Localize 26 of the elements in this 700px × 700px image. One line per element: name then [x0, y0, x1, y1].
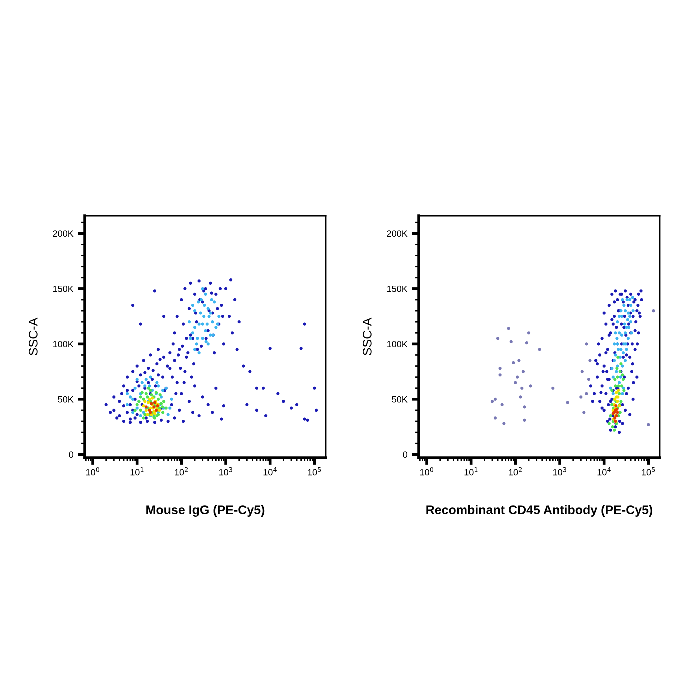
y-tick-label: 0 [69, 452, 74, 458]
y-tick-label: 50K [58, 396, 74, 403]
y-tick-label: 100K [387, 341, 408, 348]
y-axis-title: SSC-A [28, 318, 38, 356]
x-tick-label: 10$^{4}$ [264, 468, 277, 476]
x-tick-label: 10$^{0}$ [86, 467, 100, 476]
x-tick-label: 10$^{1}$ [130, 468, 144, 476]
x-tick-label: 10$^{5}$ [308, 468, 322, 476]
y-tick-label: 200K [53, 230, 74, 238]
y-tick-label: 50K [392, 396, 408, 403]
y-tick-label: 150K [387, 286, 408, 292]
x-tick-label: 10$^{4}$ [598, 468, 611, 476]
x-tick-label: 10$^{0}$ [420, 467, 434, 476]
x-tick-label: 10$^{3}$ [219, 467, 232, 476]
y-axis-title: SSC-A [362, 318, 372, 356]
y-tick-label: 100K [53, 341, 74, 348]
x-axis-title: Mouse IgG (PE-Cy5) [146, 505, 265, 518]
x-axis-title: Recombinant CD45 Antibody (PE-Cy5) [426, 505, 653, 517]
x-tick-label: 10$^{2}$ [509, 467, 522, 476]
x-tick-label: 10$^{1}$ [464, 468, 478, 476]
y-tick-label: 150K [53, 286, 74, 292]
x-tick-label: 10$^{3}$ [553, 467, 566, 476]
y-tick-label: 200K [387, 230, 408, 238]
y-tick-label: 0 [403, 452, 408, 458]
x-tick-label: 10$^{5}$ [642, 468, 656, 476]
x-tick-label: 10$^{2}$ [175, 467, 188, 476]
